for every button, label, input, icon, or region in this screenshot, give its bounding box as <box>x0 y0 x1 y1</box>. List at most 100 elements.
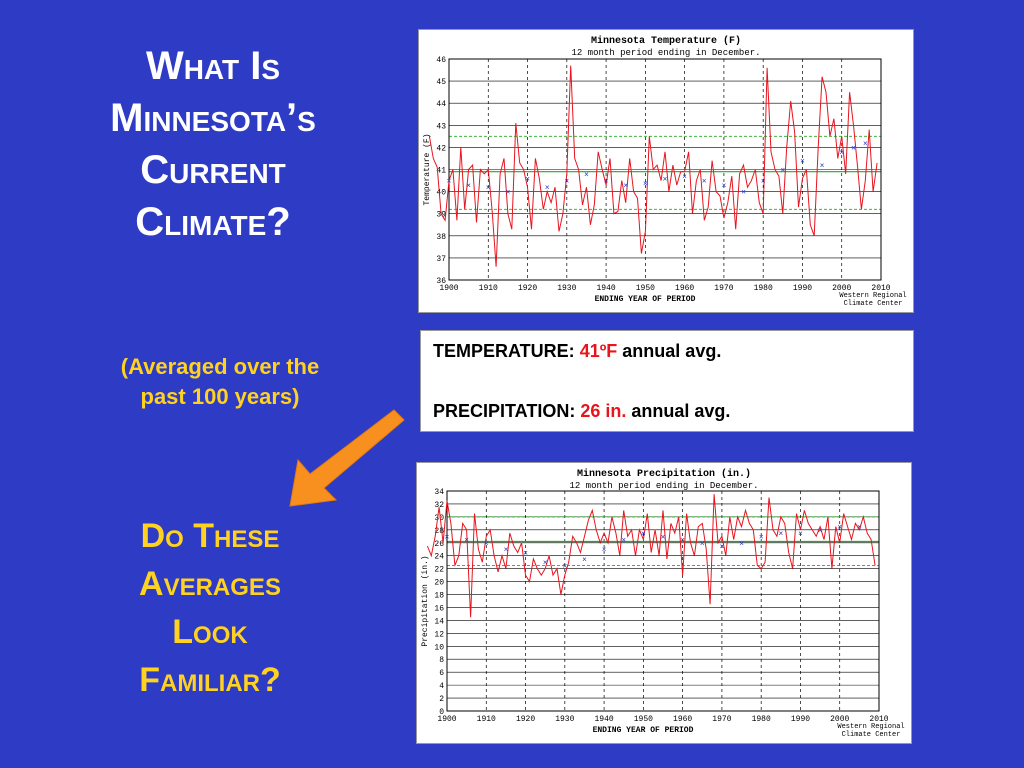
subtitle-line: past 100 years) <box>140 384 300 409</box>
orange-diagonal-arrow-icon <box>289 409 405 507</box>
x-tick-label: 1940 <box>594 715 613 724</box>
slide-question: Do These Averages Look Familiar? <box>60 512 360 704</box>
x-tick-label: 2000 <box>832 284 851 293</box>
y-tick-label: 2 <box>439 695 444 704</box>
plot-frame <box>446 490 880 712</box>
running-mean-point: × <box>820 161 825 170</box>
y-tick-label: 37 <box>436 255 446 264</box>
running-mean-point: × <box>621 536 626 545</box>
annual-series-line <box>428 65 878 267</box>
x-tick-label: 1910 <box>479 284 498 293</box>
y-tick-label: 30 <box>434 514 444 523</box>
credit-line: Western Regional <box>839 292 906 300</box>
x-tick-label: 1930 <box>555 715 574 724</box>
y-tick-label: 10 <box>434 643 444 652</box>
x-axis-label: ENDING YEAR OF PERIOD <box>595 295 696 304</box>
running-mean-point: × <box>623 181 628 190</box>
y-tick-label: 46 <box>436 56 446 65</box>
running-mean-point: × <box>584 170 589 179</box>
x-tick-label: 1960 <box>675 284 694 293</box>
slide-subtitle: (Averaged over the past 100 years) <box>60 352 380 412</box>
running-mean-point: × <box>839 148 844 157</box>
running-mean-point: × <box>720 542 725 551</box>
precipitation-value: 26 in. <box>580 401 627 421</box>
temperature-label: TEMPERATURE: <box>433 341 575 361</box>
running-mean-point: × <box>851 143 856 152</box>
y-tick-label: 18 <box>434 592 444 601</box>
temperature-chart: Minnesota Temperature (F)12 month period… <box>423 35 907 308</box>
x-tick-label: 1970 <box>714 284 733 293</box>
running-mean-point: × <box>466 181 471 190</box>
running-mean-point: × <box>447 177 452 186</box>
temperature-unit: annual avg. <box>622 341 722 361</box>
x-tick-label: 1920 <box>518 284 537 293</box>
running-mean-point: × <box>543 558 548 567</box>
running-mean-point: × <box>602 545 607 554</box>
temperature-value: 41ºF <box>579 341 618 361</box>
y-tick-label: 22 <box>434 566 444 575</box>
y-tick-label: 16 <box>434 604 444 613</box>
x-tick-label: 2010 <box>869 715 888 724</box>
y-tick-label: 41 <box>436 167 446 176</box>
running-mean-point: × <box>837 523 842 532</box>
running-mean-point: × <box>661 532 666 541</box>
y-tick-label: 36 <box>436 277 446 286</box>
x-tick-label: 1930 <box>557 284 576 293</box>
title-line: Current <box>140 148 286 192</box>
y-tick-label: 14 <box>434 617 444 626</box>
y-tick-label: 44 <box>436 100 446 109</box>
y-tick-label: 38 <box>436 233 446 242</box>
chart-title: Minnesota Precipitation (in.) <box>577 468 751 480</box>
x-axis-label: ENDING YEAR OF PERIOD <box>593 726 694 735</box>
running-mean-point: × <box>582 555 587 564</box>
y-tick-label: 39 <box>436 211 446 220</box>
x-tick-label: 1950 <box>636 284 655 293</box>
running-mean-point: × <box>739 539 744 548</box>
x-tick-label: 1980 <box>752 715 771 724</box>
y-tick-label: 32 <box>434 501 444 510</box>
subtitle-line: (Averaged over the <box>120 354 320 379</box>
temperature-chart-panel: Minnesota Temperature (F) 12 month period… <box>418 29 914 313</box>
x-tick-label: 1960 <box>673 715 692 724</box>
running-mean-point: × <box>523 548 528 557</box>
running-mean-point: × <box>564 177 569 186</box>
y-tick-label: 28 <box>434 527 444 536</box>
chart-title: Minnesota Temperature (F) <box>591 35 741 47</box>
running-mean-point: × <box>643 179 648 188</box>
credit-line: Western Regional <box>837 723 904 731</box>
running-mean-point: × <box>484 539 489 548</box>
running-mean-point: × <box>682 172 687 181</box>
x-tick-label: 2010 <box>871 284 890 293</box>
running-mean-point: × <box>663 174 668 183</box>
x-tick-label: 1950 <box>634 715 653 724</box>
y-tick-label: 42 <box>436 144 446 153</box>
annual-series-line <box>426 494 876 618</box>
running-mean-point: × <box>445 532 450 541</box>
x-tick-label: 1940 <box>596 284 615 293</box>
title-line: What Is <box>145 44 281 88</box>
y-tick-label: 26 <box>434 540 444 549</box>
y-axis-label: Temperature (F) <box>423 133 432 205</box>
running-mean-point: × <box>641 529 646 538</box>
title-line: Minnesota’s <box>110 96 316 140</box>
running-mean-point: × <box>780 166 785 175</box>
y-tick-label: 20 <box>434 579 444 588</box>
running-mean-point: × <box>545 183 550 192</box>
question-line: Do These <box>140 517 280 555</box>
running-mean-point: × <box>506 188 511 197</box>
x-tick-label: 1900 <box>439 284 458 293</box>
running-mean-point: × <box>700 539 705 548</box>
temperature-info-line: TEMPERATURE: 41ºF annual avg. <box>433 341 721 362</box>
x-tick-label: 1910 <box>477 715 496 724</box>
precipitation-label: PRECIPITATION: <box>433 401 576 421</box>
running-mean-point: × <box>562 561 567 570</box>
y-tick-label: 43 <box>436 122 446 131</box>
running-mean-point: × <box>702 177 707 186</box>
running-mean-point: × <box>680 536 685 545</box>
precipitation-info-line: PRECIPITATION: 26 in. annual avg. <box>433 401 730 422</box>
running-mean-point: × <box>486 183 491 192</box>
credit-line: Climate Center <box>844 300 903 308</box>
running-mean-point: × <box>761 177 766 186</box>
running-mean-point: × <box>604 177 609 186</box>
x-tick-label: 1920 <box>516 715 535 724</box>
